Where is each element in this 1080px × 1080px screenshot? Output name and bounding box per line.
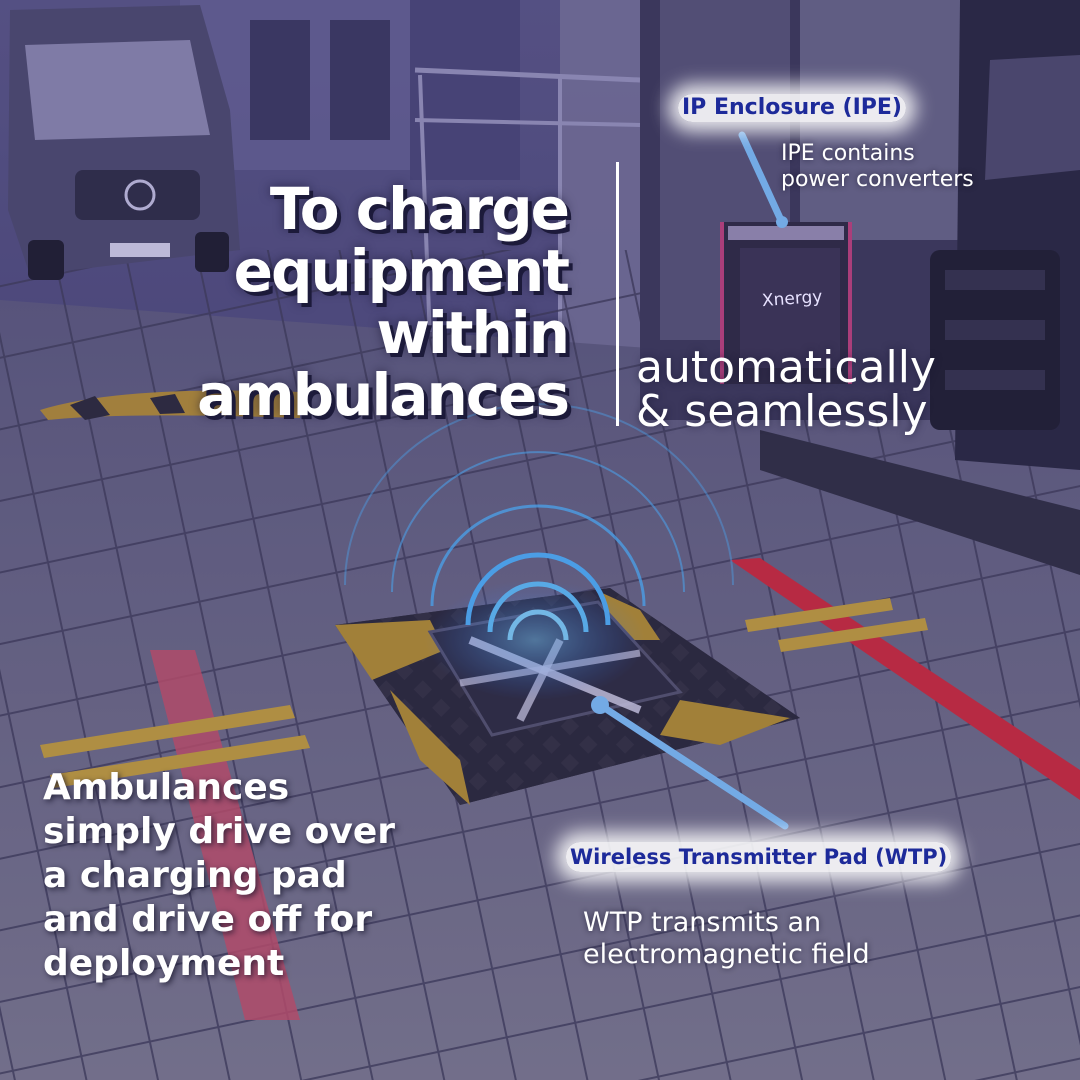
caption-line: a charging pad	[43, 855, 347, 896]
ipe-description-line: IPE contains	[781, 141, 915, 166]
subhead-line: automatically	[636, 342, 936, 393]
headline-line: To charge	[269, 175, 570, 243]
caption: Ambulances simply drive over a charging …	[43, 766, 513, 986]
headline-line: ambulances	[197, 361, 570, 429]
subhead: automatically & seamlessly	[636, 346, 996, 434]
wtp-label: Wireless Transmitter Pad (WTP)	[566, 842, 952, 872]
headline-line: equipment	[233, 237, 570, 305]
caption-line: simply drive over	[43, 811, 396, 852]
enclosure-logo: Xnergy	[761, 286, 824, 312]
ipe-description-line: power converters	[781, 167, 974, 192]
divider	[616, 162, 619, 426]
headline-line: within	[376, 299, 570, 367]
wtp-description-line: electromagnetic field	[583, 939, 870, 970]
wtp-description: WTP transmits an electromagnetic field	[583, 907, 1003, 971]
headline: To charge equipment within ambulances	[48, 175, 570, 429]
ipe-label: IP Enclosure (IPE)	[678, 94, 906, 122]
ipe-description: IPE contains power converters	[781, 141, 1041, 193]
caption-line: deployment	[43, 943, 285, 984]
subhead-line: & seamlessly	[636, 386, 928, 437]
caption-line: Ambulances	[43, 767, 290, 808]
wtp-description-line: WTP transmits an	[583, 907, 822, 938]
caption-line: and drive off for	[43, 899, 373, 940]
